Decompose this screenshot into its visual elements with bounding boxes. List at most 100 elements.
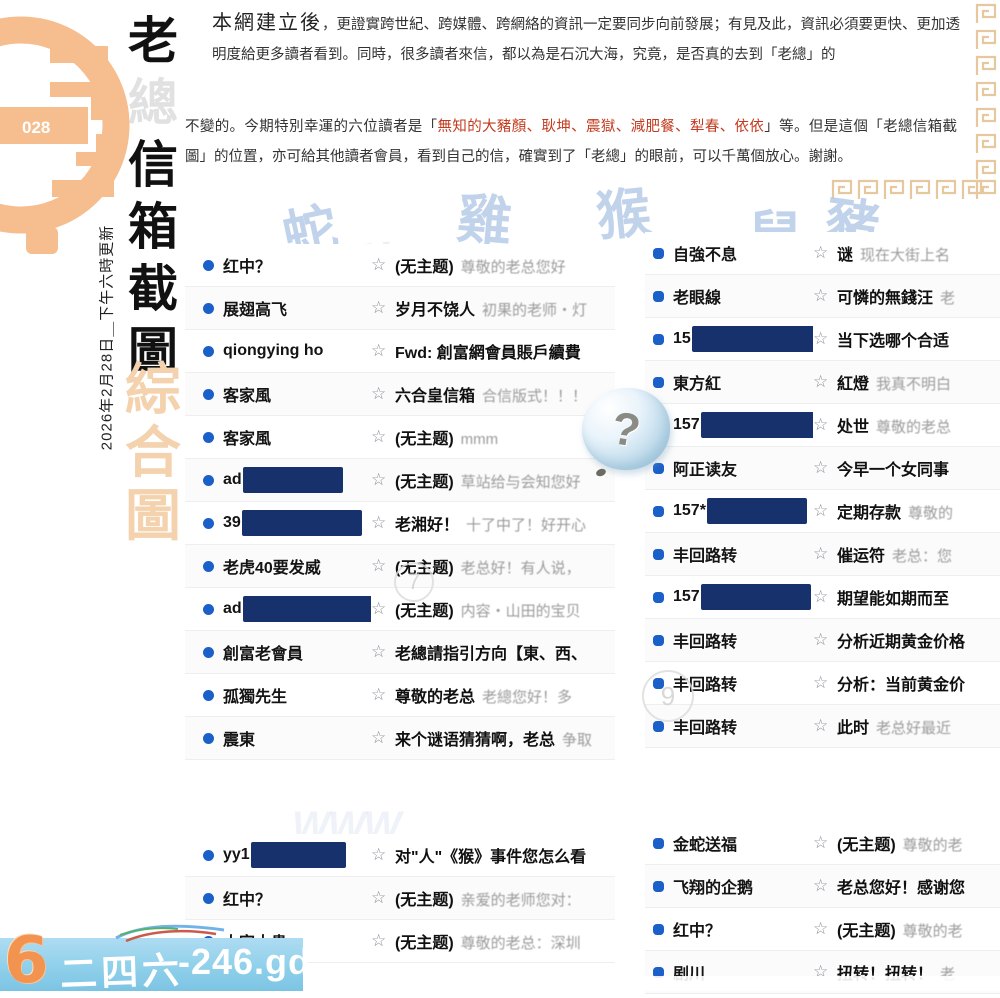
site-logo: 028 (0, 16, 130, 234)
mail-subject: 老湘好！ (395, 517, 460, 534)
mail-row[interactable]: 丰回路转 ☆ 分析近期黄金价格 (645, 619, 1000, 662)
mail-row[interactable]: 客家風 ☆ (无主题) mmm (185, 416, 615, 459)
unread-dot-icon (203, 431, 214, 443)
star-icon[interactable]: ☆ (813, 716, 829, 735)
circled-number-9-watermark: 9 (642, 670, 694, 722)
intro-lead: 本網建立後 (212, 12, 322, 34)
star-icon[interactable]: ☆ (813, 544, 829, 563)
mail-subject-line: (无主题) 尊敬的老 (837, 831, 1000, 855)
intro-paragraph-1: 本網建立後，更證實跨世紀、跨媒體、跨網絡的資訊一定要同步向前發展；有見及此，資訊… (212, 8, 960, 70)
title-char: 老 (128, 13, 178, 69)
mail-subject-line: 来个谜语猜猜啊，老总 争取 (395, 726, 615, 750)
star-icon[interactable]: ☆ (371, 728, 387, 747)
question-bubble-watermark: ? (582, 388, 670, 470)
mail-sender: ad (223, 596, 371, 622)
sender-name: 老眼線 (673, 290, 722, 307)
mail-row[interactable]: 展翅高飞 ☆ 岁月不饶人 初果的老师・灯 (185, 287, 615, 330)
mail-row[interactable]: 東方紅 ☆ 紅燈 我真不明白 (645, 361, 1000, 404)
star-icon[interactable]: ☆ (371, 384, 387, 403)
star-icon[interactable]: ☆ (371, 513, 387, 532)
sender-name: 創富老會員 (223, 646, 304, 663)
mail-row[interactable]: 157 ☆ 期望能如期而至 (645, 576, 1000, 619)
star-icon[interactable]: ☆ (371, 255, 387, 274)
intro-text: ，更證實跨世紀、跨媒體、跨網絡的資訊一定要同步向前發展；有見及此，資訊必須要更快… (212, 17, 960, 63)
mail-subject: 当下选哪个合适 (837, 333, 950, 350)
star-icon[interactable]: ☆ (813, 587, 829, 606)
star-icon[interactable]: ☆ (371, 845, 387, 864)
mail-subject-line: 催运符 老总：您 (837, 542, 1000, 566)
mail-row[interactable]: qiongying ho ☆ Fwd: 創富網會員賬戶續費 (185, 330, 615, 373)
sender-name: 飞翔的企鹅 (673, 880, 754, 897)
mail-row[interactable]: 金蛇送福 ☆ (无主题) 尊敬的老 (645, 822, 1000, 865)
mail-preview: 老 (940, 290, 956, 307)
mail-row[interactable]: 157* ☆ 定期存款 尊敬的 (645, 490, 1000, 533)
mail-row[interactable]: 丰回路转 ☆ 分析：当前黄金价 (645, 662, 1000, 705)
subtitle-char: 綜 (125, 360, 181, 422)
mail-row[interactable]: ad ☆ (无主题) 草站给与会知您好 (185, 459, 615, 502)
unread-dot-icon (653, 923, 664, 935)
logo-number: 028 (22, 118, 50, 137)
mail-row[interactable]: 震東 ☆ 来个谜语猜猜啊，老总 争取 (185, 717, 615, 760)
star-icon[interactable]: ☆ (371, 642, 387, 661)
mail-row[interactable]: 創富老會員 ☆ 老總請指引方向【東、西、 (185, 631, 615, 674)
sender-name: 红中？ (673, 923, 722, 940)
mail-row[interactable]: 红中？ ☆ (无主题) 尊敬的老总您好 (185, 244, 615, 287)
unread-dot-icon (653, 591, 664, 603)
star-icon[interactable]: ☆ (813, 833, 829, 852)
mail-sender: 金蛇送福 (673, 831, 813, 855)
mail-sender: 丰回路转 (673, 628, 813, 652)
star-icon[interactable]: ☆ (371, 685, 387, 704)
mail-subject: 此时 (837, 720, 870, 737)
star-icon[interactable]: ☆ (813, 458, 829, 477)
star-icon[interactable]: ☆ (813, 630, 829, 649)
star-icon[interactable]: ☆ (371, 599, 387, 618)
star-icon[interactable]: ☆ (813, 415, 829, 434)
star-icon[interactable]: ☆ (371, 470, 387, 489)
star-icon[interactable]: ☆ (371, 931, 387, 950)
star-icon[interactable]: ☆ (813, 673, 829, 692)
mail-row[interactable]: 飞翔的企鹅 ☆ 老总您好！感谢您 (645, 865, 1000, 908)
star-icon[interactable]: ☆ (371, 427, 387, 446)
star-icon[interactable]: ☆ (813, 501, 829, 520)
star-icon[interactable]: ☆ (371, 341, 387, 360)
star-icon[interactable]: ☆ (371, 888, 387, 907)
sender-name: 丰回路转 (673, 548, 738, 565)
mail-row[interactable]: 红中？ ☆ (无主题) 尊敬的老 (645, 908, 1000, 951)
star-icon[interactable]: ☆ (813, 919, 829, 938)
sender-name: 157 (673, 416, 700, 433)
star-icon[interactable]: ☆ (813, 243, 829, 262)
star-icon[interactable]: ☆ (371, 556, 387, 575)
site-watermark-banner (0, 938, 303, 991)
mail-subject: 催运符 (837, 548, 886, 565)
unread-dot-icon (653, 837, 664, 849)
title-char: 截 (128, 261, 178, 317)
sender-name: 红中？ (223, 892, 272, 909)
unread-dot-icon (653, 720, 664, 732)
mail-subject-line: 当下选哪个合适 (837, 327, 1000, 351)
mail-subject-line: (无主题) 草站给与会知您好 (395, 468, 615, 492)
mail-row[interactable]: yy1 ☆ 对"人"《猴》事件您怎么看 (185, 834, 615, 877)
mail-row[interactable]: 客家風 ☆ 六合皇信箱 合信版式！！！ (185, 373, 615, 416)
mail-subject: 分析：当前黄金价 (837, 677, 966, 694)
mail-subject-line: 今早一个女同事 (837, 456, 1000, 480)
mail-row[interactable]: 157 ☆ 处世 尊敬的老总 (645, 404, 1000, 447)
star-icon[interactable]: ☆ (813, 876, 829, 895)
star-icon[interactable]: ☆ (813, 286, 829, 305)
mail-row[interactable]: 自強不息 ☆ 谜现在大街上名 (645, 232, 1000, 275)
mail-row[interactable]: 丰回路转 ☆ 此时 老总好最近 (645, 705, 1000, 748)
mail-sender: 红中？ (223, 886, 371, 910)
star-icon[interactable]: ☆ (813, 372, 829, 391)
mail-subject: 可憐的無錢汪 (837, 290, 934, 307)
mail-row[interactable]: 15 ☆ 当下选哪个合适 (645, 318, 1000, 361)
mail-row[interactable]: 老眼線 ☆ 可憐的無錢汪老 (645, 275, 1000, 318)
star-icon[interactable]: ☆ (371, 298, 387, 317)
mail-sender: 红中？ (223, 253, 371, 277)
mail-row[interactable]: 阿正读友 ☆ 今早一个女同事 (645, 447, 1000, 490)
star-icon[interactable]: ☆ (813, 329, 829, 348)
unread-dot-icon (203, 689, 214, 701)
mail-row[interactable]: 孤獨先生 ☆ 尊敬的老总 老總您好！多 (185, 674, 615, 717)
mail-sender: 阿正读友 (673, 456, 813, 480)
mail-row[interactable]: 39 ☆ 老湘好！ 十了中了！好开心 (185, 502, 615, 545)
mail-row[interactable]: 红中？ ☆ (无主题) 亲爱的老师您对： (185, 877, 615, 920)
mail-row[interactable]: 丰回路转 ☆ 催运符 老总：您 (645, 533, 1000, 576)
